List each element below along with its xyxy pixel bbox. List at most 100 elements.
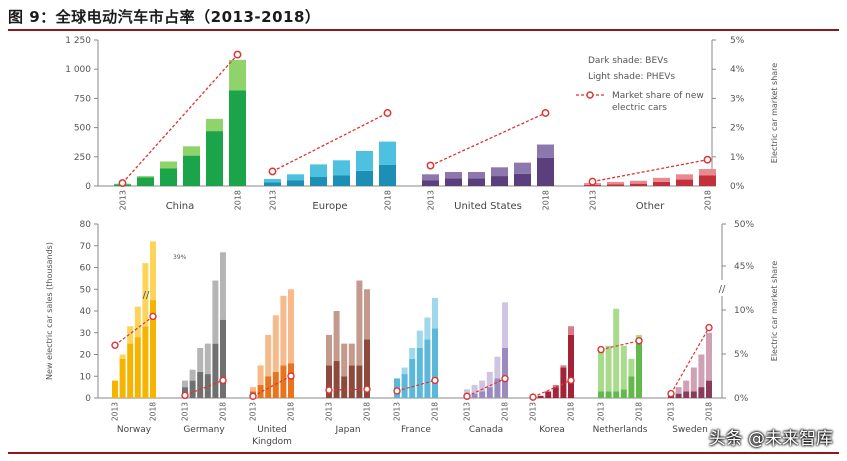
year-start-label: 2013 — [325, 402, 334, 421]
share-point — [703, 155, 712, 164]
bar-phev — [690, 367, 697, 392]
bar-phev — [333, 160, 350, 176]
bar-phev — [537, 144, 554, 158]
bar-phev — [706, 332, 712, 381]
bar-phev — [287, 174, 304, 181]
bar-phev — [613, 308, 620, 392]
share-point — [597, 345, 605, 354]
y2-tick-label: 0% — [734, 394, 749, 404]
year-end-label: 2018 — [384, 190, 393, 210]
watermark: 头条 @未来智库 — [708, 429, 833, 449]
bar-phev — [560, 365, 567, 368]
y2-tick-label: 5% — [734, 350, 749, 360]
y2-tick-label: 10% — [734, 306, 754, 316]
y-tick-label: 20 — [80, 351, 92, 361]
bar-bev — [699, 175, 716, 186]
year-start-label: 2013 — [529, 402, 538, 421]
group-label: Germany — [183, 425, 225, 435]
group-label: Korea — [539, 425, 565, 435]
bar-phev — [486, 371, 493, 388]
bar-bev — [348, 365, 355, 398]
bar-bev — [287, 180, 304, 186]
bar-bev — [229, 90, 246, 186]
bar-phev — [137, 176, 154, 178]
bar-phev — [257, 365, 264, 385]
bar-phev — [636, 334, 642, 340]
bar-phev — [326, 334, 332, 366]
bar-phev — [676, 174, 693, 180]
year-end-label: 2018 — [149, 402, 158, 421]
bar-bev — [620, 389, 627, 398]
share-point — [268, 167, 277, 176]
bar-phev — [183, 146, 200, 156]
share-line — [466, 378, 506, 397]
bar-phev — [204, 343, 211, 375]
group-label: Netherlands — [593, 425, 648, 435]
bar-phev — [341, 343, 348, 377]
share-point — [529, 393, 537, 401]
year-start-label: 2013 — [589, 190, 598, 210]
y-tick-label: 250 — [74, 153, 91, 163]
bar-phev — [250, 387, 256, 392]
bar-bev — [204, 374, 211, 398]
y-tick-label: 50 — [80, 285, 92, 295]
bar-bev — [486, 387, 493, 398]
year-start-label: 2013 — [269, 190, 278, 210]
bar-phev — [445, 171, 462, 179]
bar-bev — [468, 178, 485, 186]
bar-bev — [653, 181, 670, 186]
bar-phev — [620, 345, 627, 390]
bar-bev — [432, 328, 438, 398]
bar-bev — [479, 391, 486, 398]
year-end-label: 2018 — [635, 402, 644, 421]
group-label: Sweden — [672, 425, 708, 435]
share-line — [532, 379, 572, 398]
bar-phev — [468, 171, 485, 179]
share-line — [396, 379, 436, 392]
bar-bev — [690, 391, 697, 398]
bar-bev — [333, 175, 350, 186]
y2-axis-break: // — [719, 284, 726, 295]
y-tick-label: 30 — [80, 329, 92, 339]
bar-bev — [494, 378, 501, 398]
share-point — [463, 392, 471, 400]
bar-phev — [356, 280, 363, 366]
bar-bev — [379, 164, 396, 186]
bar-phev — [310, 164, 327, 177]
share-line — [122, 54, 238, 184]
bar-phev — [479, 380, 486, 392]
share-point — [541, 109, 550, 117]
bar-bev — [422, 180, 439, 186]
share-line — [114, 315, 154, 346]
share-line — [328, 388, 368, 391]
group-label: Europe — [312, 201, 347, 212]
bar-bev — [560, 367, 567, 398]
bar-phev — [364, 289, 370, 340]
bar-phev — [514, 162, 531, 174]
bar-bev — [310, 176, 327, 186]
bar-bev — [607, 184, 624, 186]
year-end-label: 2018 — [234, 190, 243, 210]
bar-phev — [206, 118, 223, 132]
bar-bev — [288, 363, 294, 398]
y-tick-label: 500 — [74, 124, 91, 134]
y2-axis-label: Electric car market share — [770, 63, 779, 164]
year-end-label: 2018 — [501, 402, 510, 421]
bar-bev — [409, 358, 416, 398]
group-label: Norway — [117, 425, 152, 435]
group-label: Japan — [334, 425, 360, 435]
bar-phev — [288, 289, 294, 364]
bar-phev — [409, 347, 416, 359]
bar-bev — [424, 339, 431, 398]
bar-phev — [119, 354, 126, 359]
bar-bev — [636, 339, 642, 398]
group-label: Kingdom — [252, 437, 292, 447]
share-line — [670, 327, 710, 394]
y-tick-label: 1 000 — [65, 65, 91, 75]
group-label: China — [166, 201, 195, 212]
year-end-label: 2018 — [363, 402, 372, 421]
bar-bev — [257, 384, 264, 398]
year-end-label: 2018 — [219, 402, 228, 421]
bar-bev — [212, 343, 219, 398]
